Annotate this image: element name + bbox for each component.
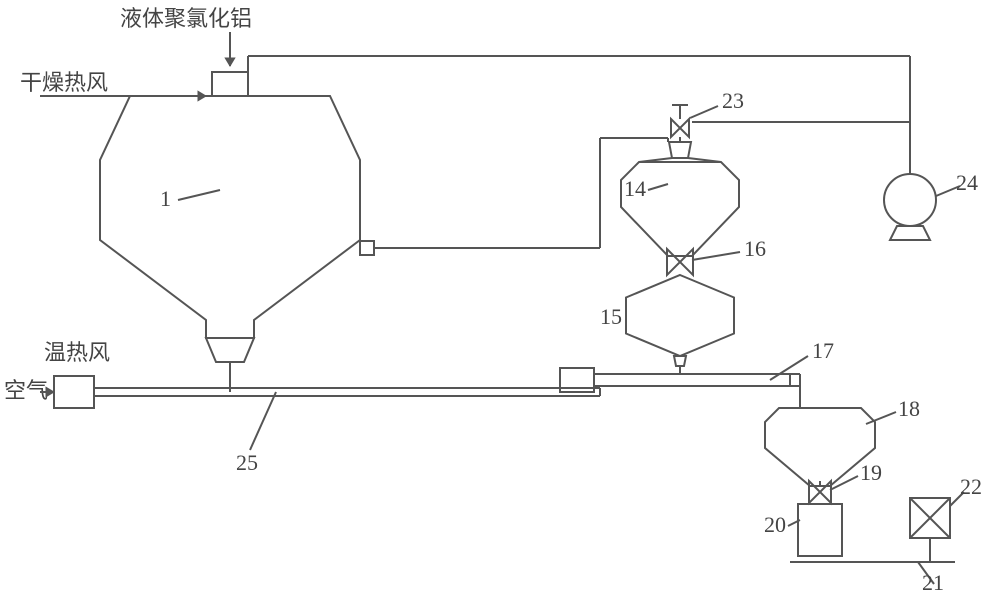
- valve-16: [667, 249, 693, 275]
- process-diagram: 1 液体聚氯化铝干燥热风空气 温热风 25 23 14 16 15 17 18 19 20 21 22 24: [0, 0, 1000, 591]
- fan-24: [884, 174, 936, 226]
- label-air: 空气: [4, 378, 48, 403]
- hopper-18: [765, 408, 875, 486]
- svg-text:14: 14: [624, 176, 646, 201]
- svg-text:24: 24: [956, 170, 978, 195]
- svg-text:1: 1: [160, 186, 171, 211]
- spray-dryer: [100, 96, 360, 338]
- svg-text:17: 17: [812, 338, 834, 363]
- svg-text:25: 25: [236, 450, 258, 475]
- air-heater-box: [54, 376, 94, 408]
- svg-text:23: 23: [722, 88, 744, 113]
- svg-text:19: 19: [860, 460, 882, 485]
- svg-text:15: 15: [600, 304, 622, 329]
- svg-text:18: 18: [898, 396, 920, 421]
- valve-23: [671, 119, 689, 137]
- svg-text:22: 22: [960, 474, 982, 499]
- label-dry-hot-air: 干燥热风: [20, 70, 108, 95]
- svg-text:16: 16: [744, 236, 766, 261]
- svg-text:21: 21: [922, 570, 944, 591]
- svg-text:20: 20: [764, 512, 786, 537]
- label-warm-air: 温热风: [44, 340, 110, 365]
- bin-20: [798, 504, 842, 556]
- hopper-15: [626, 275, 734, 356]
- label-liquid-pac: 液体聚氯化铝: [120, 6, 252, 31]
